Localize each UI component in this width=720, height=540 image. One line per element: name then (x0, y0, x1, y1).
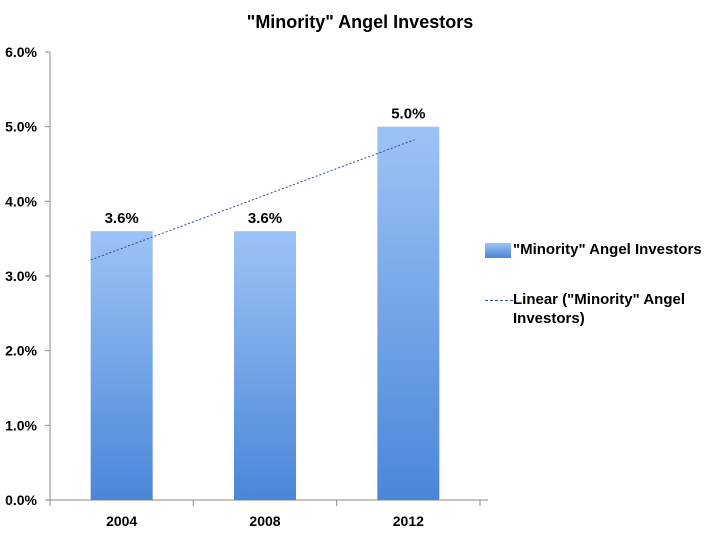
legend-item-trendline[interactable]: Linear ("Minority" Angel Investors) (485, 290, 715, 328)
y-tick-label: 5.0% (5, 119, 37, 135)
y-tick-label: 1.0% (5, 417, 37, 433)
x-tick-label: 2008 (249, 513, 280, 529)
bar (377, 126, 440, 501)
x-tick-label: 2012 (393, 513, 424, 529)
legend-label-trendline: Linear ("Minority" Angel Investors) (513, 291, 686, 327)
legend-item-bars[interactable]: "Minority" Angel Investors (485, 240, 715, 262)
legend-label-bars: "Minority" Angel Investors (513, 241, 702, 258)
y-tick-label: 4.0% (5, 193, 37, 209)
y-tick-label: 0.0% (5, 492, 37, 508)
legend-bar-swatch (485, 243, 511, 258)
legend: "Minority" Angel Investors Linear ("Mino… (485, 240, 715, 328)
chart-title: "Minority" Angel Investors (246, 12, 474, 32)
data-label: 5.0% (391, 106, 425, 123)
trendline (90, 139, 415, 261)
y-tick-label: 6.0% (5, 44, 37, 60)
data-label: 3.6% (105, 210, 139, 227)
legend-line-swatch (485, 300, 513, 301)
x-tick-label: 2004 (106, 513, 137, 529)
bar (90, 231, 153, 500)
bar (234, 231, 296, 500)
y-tick-label: 3.0% (5, 268, 37, 284)
y-tick-label: 2.0% (5, 343, 37, 359)
data-label: 3.6% (248, 210, 282, 227)
